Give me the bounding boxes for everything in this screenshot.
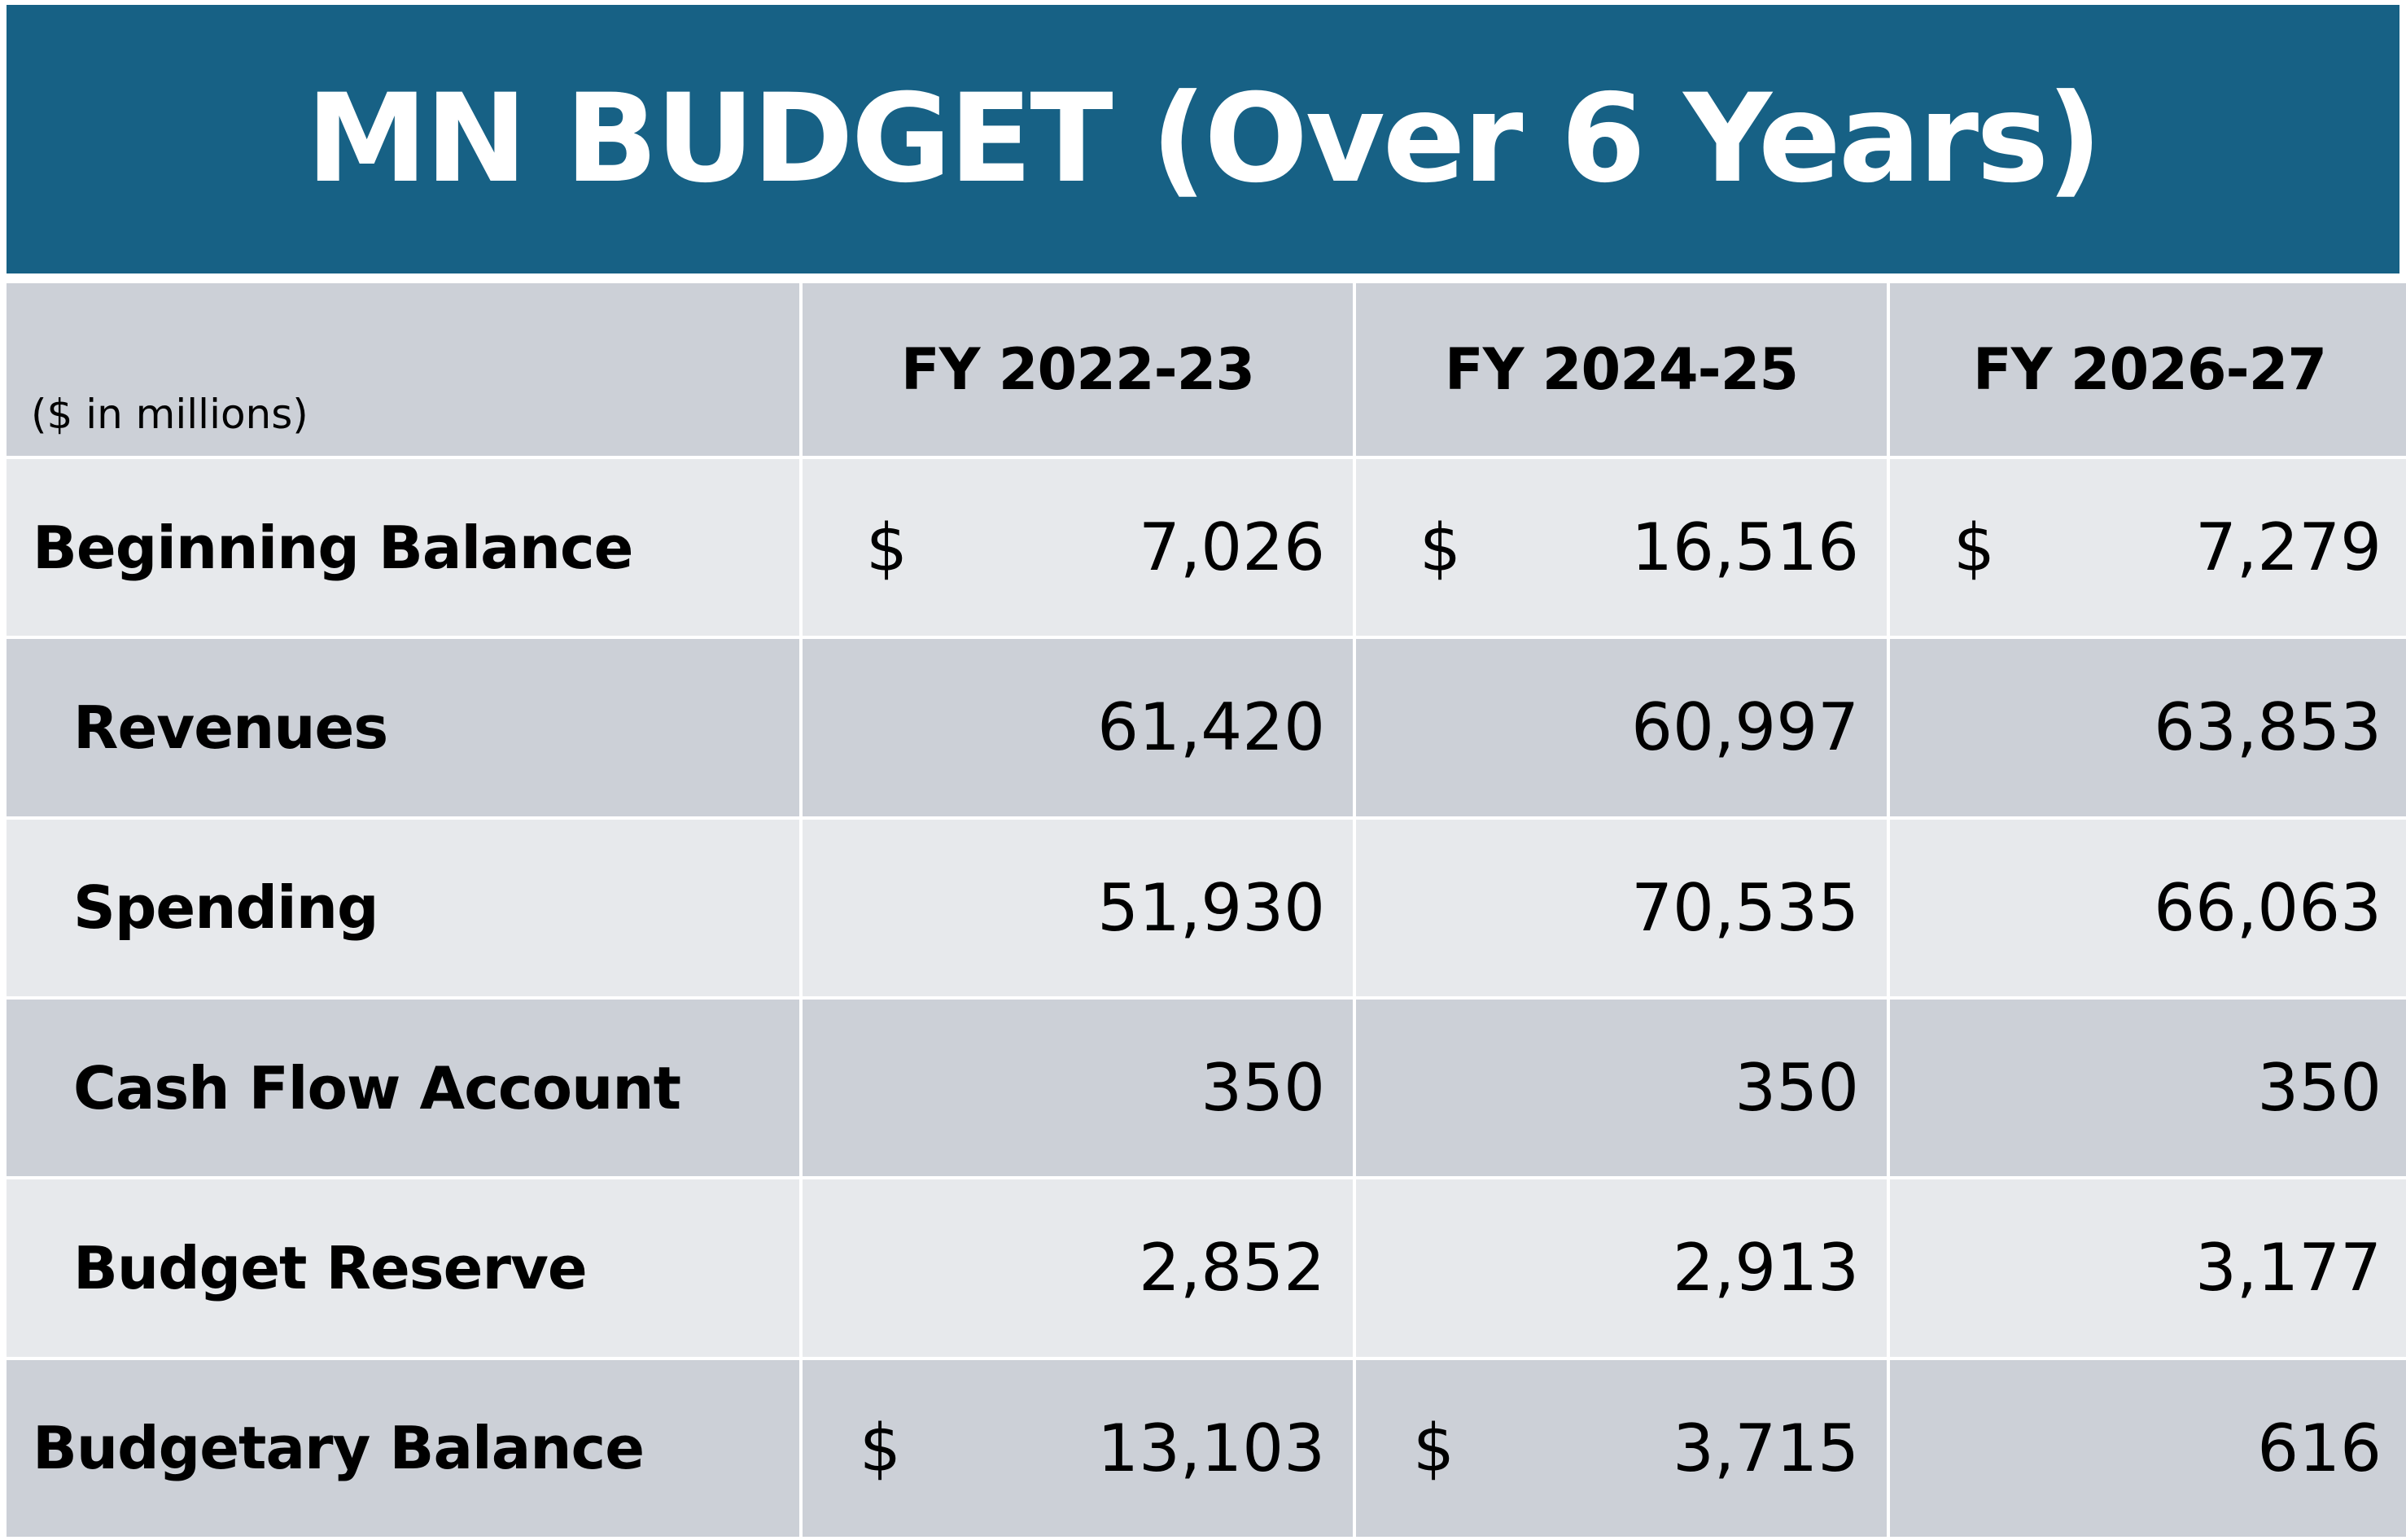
value-text: 2,852 — [1138, 1230, 1325, 1306]
value-text: 61,420 — [1097, 689, 1325, 766]
value-cell-spending-col-2: 70,535 — [1356, 819, 1887, 996]
value-cell-budget-reserve-col-2: 2,913 — [1356, 1179, 1887, 1357]
units-header-cell: ($ in millions) — [7, 283, 799, 456]
dollar-sign: $ — [1420, 510, 1461, 586]
value-cell-cash-flow-account-col-2: 350 — [1356, 999, 1887, 1177]
value-cell-revenues-col-2: 60,997 — [1356, 639, 1887, 816]
budget-table: ($ in millions) FY 2022-23 FY 2024-25 FY… — [7, 283, 2406, 1537]
value-cell-beginning-balance-col-3: $7,279 — [1890, 459, 2406, 637]
value-text: 66,063 — [2154, 869, 2382, 946]
value-cell-cash-flow-account-col-1: 350 — [803, 999, 1353, 1177]
value-cell-budget-reserve-col-1: 2,852 — [803, 1179, 1353, 1357]
dollar-sign: $ — [1413, 1410, 1455, 1486]
units-label: ($ in millions) — [31, 391, 308, 438]
column-header-fy-2026-27: FY 2026-27 — [1890, 283, 2406, 456]
value-cell-beginning-balance-col-1: $7,026 — [803, 459, 1353, 637]
value-text: 7,279 — [2194, 510, 2382, 586]
value-text: 51,930 — [1097, 869, 1325, 946]
value-cell-revenues-col-3: 63,853 — [1890, 639, 2406, 816]
value-text: 13,103 — [1097, 1410, 1325, 1486]
value-text: 350 — [1201, 1050, 1325, 1127]
value-text: 2,913 — [1672, 1230, 1859, 1306]
value-text: 616 — [2257, 1410, 2382, 1486]
value-text: 3,177 — [2194, 1230, 2382, 1306]
value-cell-spending-col-1: 51,930 — [803, 819, 1353, 996]
value-cell-budgetary-balance-col-2: $3,715 — [1356, 1359, 1887, 1537]
value-cell-budgetary-balance-col-3: 616 — [1890, 1359, 2406, 1537]
column-header-fy-2024-25: FY 2024-25 — [1356, 283, 1887, 456]
title-banner: MN BUDGET (Over 6 Years) — [7, 5, 2399, 273]
row-label-budget-reserve: Budget Reserve — [7, 1179, 799, 1357]
value-cell-budgetary-balance-col-1: $13,103 — [803, 1359, 1353, 1537]
dollar-sign: $ — [1953, 510, 1995, 586]
value-text: 63,853 — [2154, 689, 2382, 766]
value-text: 350 — [1735, 1050, 1859, 1127]
value-cell-beginning-balance-col-2: $16,516 — [1356, 459, 1887, 637]
value-cell-budget-reserve-col-3: 3,177 — [1890, 1179, 2406, 1357]
value-cell-cash-flow-account-col-3: 350 — [1890, 999, 2406, 1177]
row-label-beginning-balance: Beginning Balance — [7, 459, 799, 637]
value-text: 60,997 — [1631, 689, 1859, 766]
dollar-sign: $ — [866, 510, 908, 586]
value-text: 350 — [2257, 1050, 2382, 1127]
value-text: 16,516 — [1631, 510, 1859, 586]
row-label-revenues: Revenues — [7, 639, 799, 816]
row-label-spending: Spending — [7, 819, 799, 996]
page-title: MN BUDGET (Over 6 Years) — [306, 68, 2102, 210]
row-label-budgetary-balance: Budgetary Balance — [7, 1359, 799, 1537]
value-text: 70,535 — [1631, 869, 1859, 946]
value-text: 7,026 — [1138, 510, 1325, 586]
value-cell-revenues-col-1: 61,420 — [803, 639, 1353, 816]
value-text: 3,715 — [1672, 1410, 1859, 1486]
column-header-fy-2022-23: FY 2022-23 — [803, 283, 1353, 456]
dollar-sign: $ — [860, 1410, 901, 1486]
row-label-cash-flow-account: Cash Flow Account — [7, 999, 799, 1177]
value-cell-spending-col-3: 66,063 — [1890, 819, 2406, 996]
